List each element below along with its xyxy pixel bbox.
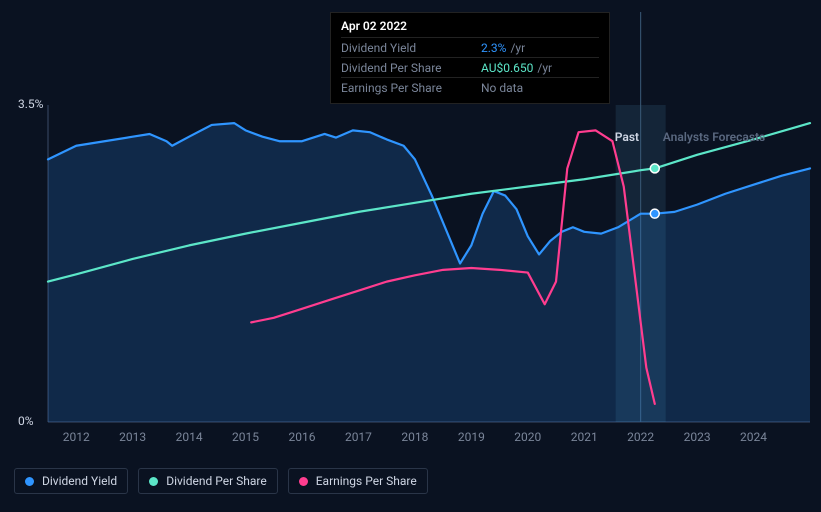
x-axis-tick-label: 2023 [684,430,711,444]
y-axis-tick-label: 0% [18,414,34,428]
y-axis-tick-label: 3.5% [18,97,43,111]
x-axis-tick-label: 2015 [232,430,259,444]
legend-item-label: Dividend Per Share [166,474,267,488]
forecast-region-label: Analysts Forecasts [663,130,765,144]
tooltip-row-unit: /yr [537,61,552,75]
x-axis-tick-label: 2019 [458,430,485,444]
tooltip-title: Apr 02 2022 [341,19,599,37]
legend-item-label: Earnings Per Share [316,474,417,488]
legend-dot-icon [299,477,308,486]
x-axis-tick-label: 2017 [345,430,372,444]
x-axis-tick-label: 2020 [514,430,541,444]
chart-tooltip: Apr 02 2022 Dividend Yield2.3%/yrDividen… [330,12,610,104]
x-axis-tick-label: 2012 [63,430,90,444]
x-axis-tick-label: 2024 [740,430,767,444]
tooltip-row: Dividend Per ShareAU$0.650/yr [341,57,599,77]
x-axis-tick-label: 2018 [401,430,428,444]
legend-item-label: Dividend Yield [42,474,117,488]
legend-dot-icon [25,477,34,486]
tooltip-row-value: 2.3%/yr [481,41,525,55]
tooltip-row: Earnings Per ShareNo data [341,77,599,97]
x-axis-tick-label: 2013 [119,430,146,444]
x-axis-tick-label: 2016 [289,430,316,444]
x-axis-tick-label: 2022 [627,430,654,444]
legend-dot-icon [149,477,158,486]
legend-item-dividend_yield[interactable]: Dividend Yield [14,468,128,494]
tooltip-row-label: Earnings Per Share [341,81,481,95]
tooltip-row-label: Dividend Per Share [341,61,481,75]
legend-item-dividend_per_share[interactable]: Dividend Per Share [138,468,278,494]
x-axis-tick-label: 2014 [176,430,203,444]
legend-item-earnings_per_share[interactable]: Earnings Per Share [288,468,428,494]
tooltip-row-value: No data [481,81,527,95]
tooltip-row-label: Dividend Yield [341,41,481,55]
tooltip-row-unit: /yr [510,41,525,55]
stock-chart: Past Analysts Forecasts 0% 3.5% 2012 2013 2… [0,0,821,508]
tooltip-row-value: AU$0.650/yr [481,61,552,75]
tooltip-row: Dividend Yield2.3%/yr [341,37,599,57]
past-region-label: Past [615,130,639,144]
chart-legend: Dividend Yield Dividend Per Share Earnings… [14,468,428,494]
x-axis-tick-label: 2021 [571,430,598,444]
